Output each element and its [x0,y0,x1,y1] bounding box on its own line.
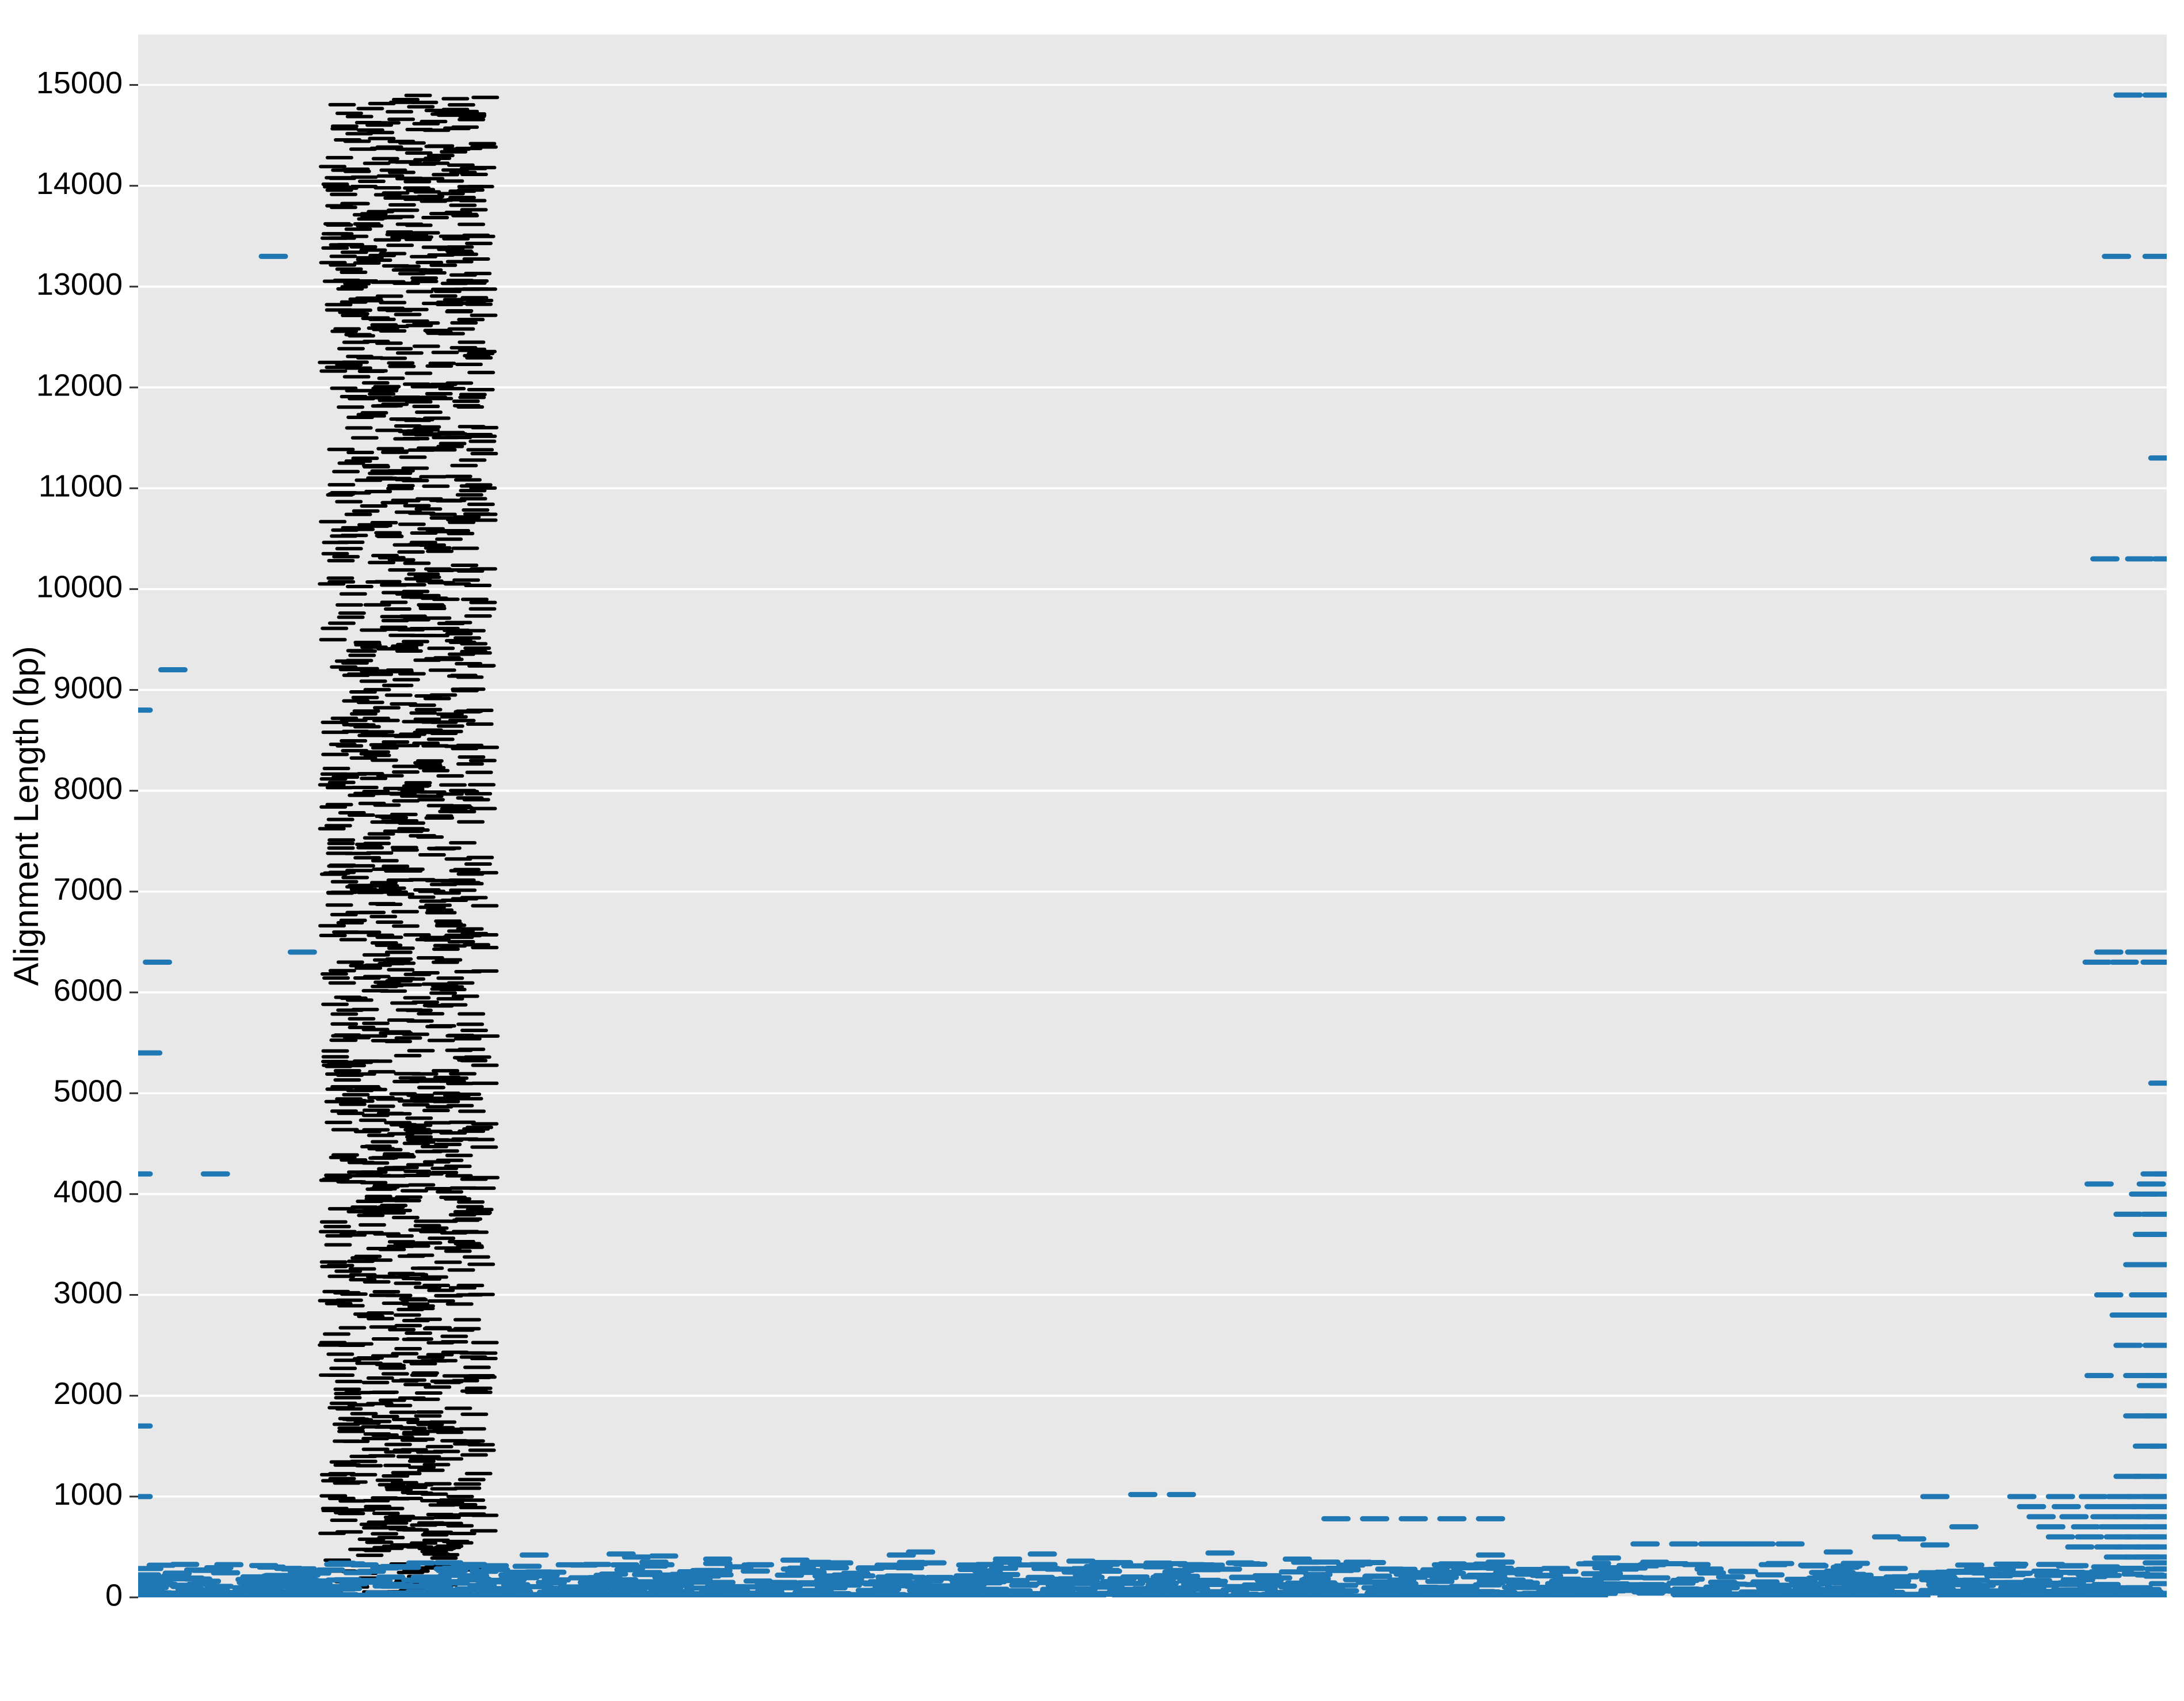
y-tick-label: 15000 [36,66,123,100]
chart-container: 0 1000 2000 3000 4000 5000 6000 7000 8000 9000 100… [0,0,2184,1701]
y-tick-label: 0 [105,1578,123,1612]
y-tick-label: 5000 [54,1074,123,1108]
y-tick-label: 14000 [36,166,123,201]
y-tick-label: 9000 [54,671,123,705]
alignment-length-chart: 0 1000 2000 3000 4000 5000 6000 7000 8000 9000 100… [0,0,2184,1701]
y-axis-label: Alignment Length (bp) [7,646,45,985]
y-tick-label: 7000 [54,872,123,907]
y-tick-label: 11000 [39,469,123,503]
y-tick-label: 8000 [54,771,123,806]
y-tick-label: 3000 [54,1276,123,1310]
y-tick-label: 4000 [54,1175,123,1209]
y-tick-label: 12000 [36,368,123,402]
y-tick-label: 6000 [54,973,123,1007]
y-tick-label: 1000 [54,1477,123,1512]
y-tick-label: 2000 [54,1376,123,1411]
y-tick-label: 10000 [36,570,123,604]
y-tick-label: 13000 [36,267,123,302]
